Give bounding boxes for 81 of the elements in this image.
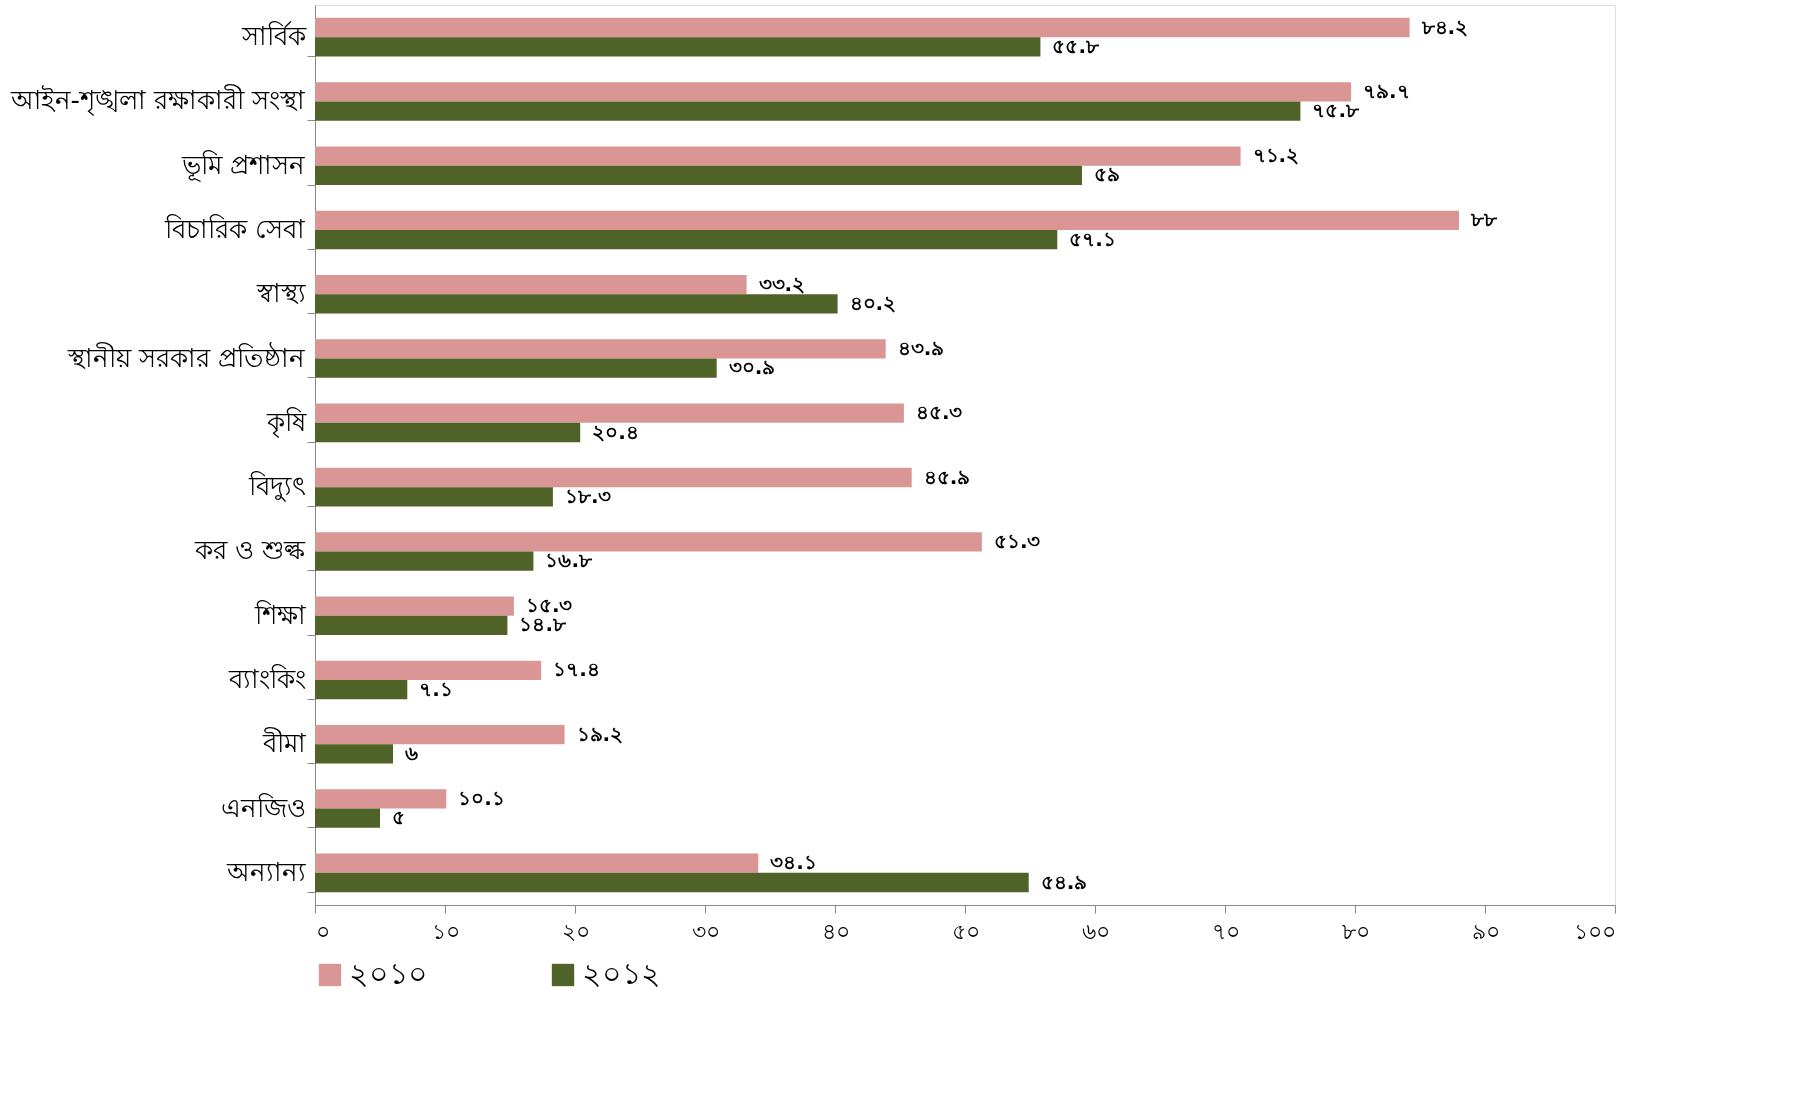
bar: [315, 146, 1241, 166]
x-tick-label: ১০: [431, 918, 460, 944]
y-tick-label: সার্বিক: [240, 21, 307, 52]
bar: [315, 615, 508, 635]
bar: [315, 17, 1410, 38]
y-tick-label: কর ও শুল্ক: [193, 535, 307, 566]
x-tick-label: ২০: [561, 918, 590, 944]
bar: [315, 487, 553, 507]
bar: [315, 853, 759, 873]
x-tick-label: ৮০: [1341, 918, 1370, 944]
bar: [315, 551, 534, 571]
data-label: ১৭.৪: [553, 657, 600, 682]
x-tick-label: ৩০: [691, 918, 720, 944]
x-tick-label: ৫০: [951, 918, 980, 944]
y-tick-label: স্বাস্থ্য: [255, 278, 306, 309]
bar: [315, 422, 581, 443]
x-tick-label: ৯০: [1471, 918, 1500, 944]
data-label: ৩০.৯: [728, 355, 776, 380]
bar: [315, 680, 408, 700]
bar: [315, 230, 1058, 250]
bar: [315, 358, 717, 378]
bar: [315, 725, 565, 745]
bar: [315, 467, 912, 488]
data-label: ৭১.২: [1252, 143, 1300, 168]
legend-label: ২০১২: [582, 956, 661, 991]
data-label: ৭.১: [419, 676, 453, 701]
data-label: ৭৯.৭: [1363, 78, 1410, 103]
data-label: ৪০.২: [849, 290, 897, 315]
data-label: ৭৫.৮: [1312, 98, 1360, 123]
bar: [315, 275, 747, 295]
y-tick-label: কৃষি: [265, 406, 307, 438]
bar: [315, 872, 1029, 893]
data-label: ৫১.৩: [993, 528, 1041, 553]
data-label: ৫৯: [1094, 162, 1120, 187]
legend-label: ২০১০: [349, 956, 428, 991]
y-tick-label: বিদ্যুৎ: [247, 471, 306, 503]
y-tick-label: অন্যান্য: [225, 856, 306, 887]
y-tick-label: এনজিও: [220, 792, 306, 823]
y-tick-label: বিচারিক সেবা: [164, 214, 306, 244]
x-tick-label: ০: [315, 918, 330, 944]
y-tick-label: শিক্ষা: [253, 599, 306, 630]
data-label: ৬: [405, 740, 418, 765]
data-label: ৫: [392, 805, 405, 830]
data-label: ৮৪.২: [1420, 14, 1469, 39]
x-tick-label: ৭০: [1211, 918, 1240, 944]
y-tick-label: ব্যাংকিং: [227, 664, 306, 694]
bar: [315, 403, 904, 423]
y-tick-label: স্থানীয় সরকার প্রতিষ্ঠান: [66, 341, 306, 373]
bar: [315, 660, 542, 680]
data-label: ২০.৪: [592, 419, 639, 444]
data-label: ৪৫.৩: [915, 400, 963, 425]
bar: [315, 165, 1082, 185]
bar: [315, 294, 838, 314]
data-label: ৩৩.২: [758, 271, 806, 296]
data-label: ১৯.২: [576, 721, 624, 746]
bar: [315, 82, 1352, 102]
x-tick-label: ৪০: [821, 918, 850, 944]
data-label: ৫৫.৮: [1052, 33, 1100, 58]
bar: [315, 808, 380, 828]
y-tick-label: বীমা: [261, 727, 306, 759]
bar: [315, 339, 886, 359]
y-tick-label: আইন-শৃঙ্খলা রক্ষাকারী সংস্থা: [9, 84, 306, 117]
data-label: ৫৭.১: [1069, 226, 1116, 251]
x-tick-label: ৬০: [1081, 918, 1110, 944]
data-label: ৩৪.১: [770, 850, 817, 875]
bar: [315, 789, 447, 809]
bar: [315, 101, 1301, 121]
bar: [315, 532, 982, 552]
bar: [315, 744, 393, 764]
data-label: ৪৫.৯: [923, 464, 971, 489]
data-label: ১০.১: [458, 785, 505, 810]
bar: [315, 210, 1459, 230]
data-label: ১৬.৮: [545, 548, 593, 573]
data-label: ৪৩.৯: [897, 335, 945, 360]
bar: [315, 37, 1041, 57]
data-label: ১৮.৩: [564, 483, 612, 508]
y-tick-label: ভূমি প্রশাসন: [181, 149, 306, 182]
data-label: ৫৪.৯: [1040, 869, 1088, 894]
bar: [315, 596, 514, 616]
x-tick-label: ১০০: [1573, 918, 1616, 944]
data-label: ৮৮: [1470, 207, 1498, 232]
